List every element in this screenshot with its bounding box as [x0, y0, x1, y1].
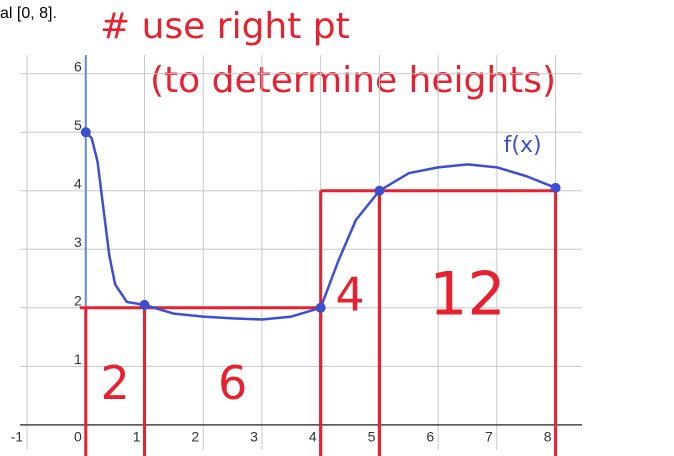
x-tick-label: 1	[133, 429, 141, 445]
caption: al [0, 8].	[0, 5, 57, 22]
y-tick-label: 4	[74, 175, 82, 191]
y-tick-label: 6	[74, 58, 82, 74]
x-tick-label: 5	[368, 429, 376, 445]
x-tick-label: 7	[485, 429, 493, 445]
x-tick-label: -1	[11, 429, 24, 445]
point	[139, 299, 150, 310]
point	[374, 185, 385, 196]
x-tick-label: 4	[309, 429, 317, 445]
curve	[84, 131, 557, 321]
x-tick-label: 3	[250, 429, 258, 445]
x-tick-label: 0	[74, 429, 82, 445]
area-label: 2	[100, 356, 129, 410]
annotation: (to determine heights)	[150, 60, 556, 101]
y-tick-label: 3	[74, 234, 82, 250]
x-tick-label: 2	[191, 429, 199, 445]
point	[315, 302, 326, 313]
y-tick-label: 2	[74, 293, 82, 309]
area-label: 6	[218, 356, 247, 410]
area-label: 12	[429, 259, 505, 329]
x-tick-label: 6	[426, 429, 434, 445]
point	[550, 182, 561, 193]
area-label: 4	[335, 267, 364, 321]
y-tick-label: 5	[74, 117, 82, 133]
y-tick-label: 1	[74, 351, 82, 367]
rectangle	[319, 188, 381, 456]
rectangle	[377, 188, 558, 456]
annotation: # use right pt	[100, 6, 350, 47]
point	[80, 127, 91, 138]
series-label: f(x)	[504, 133, 542, 158]
x-tick-label: 8	[544, 429, 552, 445]
